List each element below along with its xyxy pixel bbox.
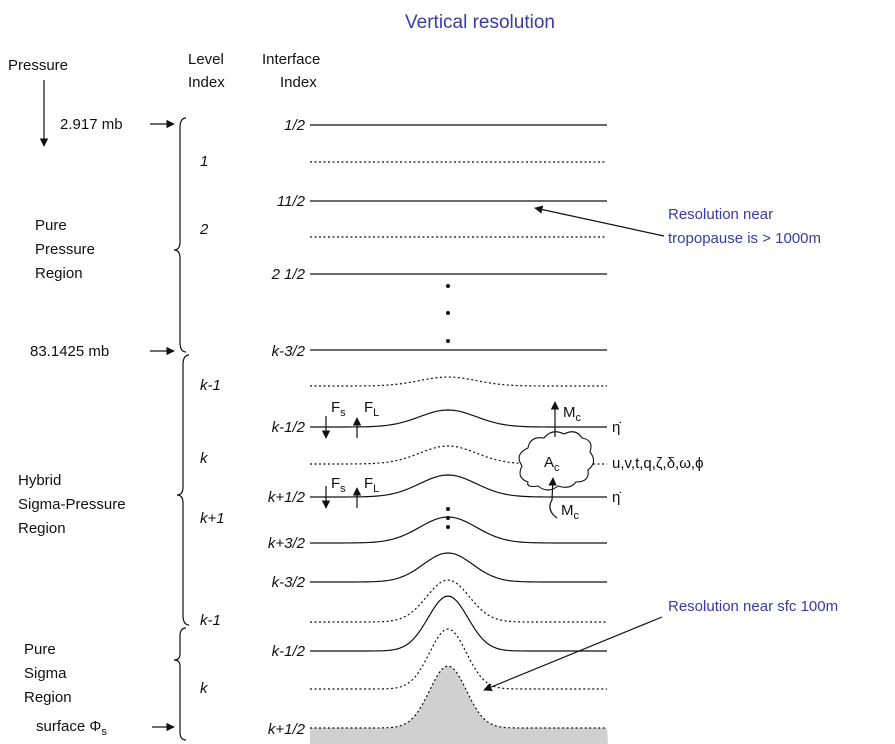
interface-index: k-1/2 xyxy=(272,643,306,660)
half-level-line xyxy=(310,579,607,623)
level-index: k-1 xyxy=(200,377,221,394)
region-label: Region xyxy=(18,520,66,537)
interface-index: k-3/2 xyxy=(272,343,306,360)
region-label: Sigma-Pressure xyxy=(18,496,126,513)
symbol: Mc xyxy=(561,502,580,522)
interface-index: k-3/2 xyxy=(272,574,306,591)
level-index: k-1 xyxy=(200,612,221,629)
pressure-marker: 2.917 mb xyxy=(60,116,123,133)
title: Vertical resolution xyxy=(405,12,555,33)
pressure-marker: 83.1425 mb xyxy=(30,343,109,360)
header: Index xyxy=(188,74,225,91)
level-index: k xyxy=(200,450,209,467)
interface-index: k-1/2 xyxy=(272,419,306,436)
cloud xyxy=(518,431,595,491)
interface-index: 2 1/2 xyxy=(271,266,306,283)
symbol: Ac xyxy=(544,454,560,474)
interface-line xyxy=(310,552,607,583)
flux-label: Fs xyxy=(331,399,346,419)
symbol: u,v,t,q,ζ,δ,ω,ϕ xyxy=(612,455,704,472)
symbol: η̇ xyxy=(612,419,621,436)
interface-index: 1/2 xyxy=(284,117,306,134)
interface-index: k+1/2 xyxy=(268,489,306,506)
flux-label: FL xyxy=(364,475,379,495)
interface-index: k+1/2 xyxy=(268,721,306,738)
annotation: Resolution near xyxy=(668,206,773,223)
header: Pressure xyxy=(8,57,68,74)
surface-marker: surface Φs xyxy=(36,718,107,738)
level-index: k xyxy=(200,680,209,697)
region-label: Pure xyxy=(24,641,56,658)
interface-line xyxy=(310,516,607,544)
symbol: Mc xyxy=(563,404,582,424)
level-index: k+1 xyxy=(200,510,225,527)
header: Interface xyxy=(262,51,320,68)
braces xyxy=(173,117,190,741)
interface-line xyxy=(310,409,607,428)
region-label: Region xyxy=(35,265,83,282)
annotation: Resolution near sfc 100m xyxy=(668,598,838,615)
ellipsis xyxy=(446,284,450,529)
region-label: Region xyxy=(24,689,72,706)
surface xyxy=(310,666,608,744)
interface-index: k+3/2 xyxy=(268,535,306,552)
annotation: tropopause is > 1000m xyxy=(668,230,821,247)
half-level-line xyxy=(310,376,607,387)
arrow xyxy=(534,205,665,237)
region-label: Sigma xyxy=(24,665,67,682)
fluxes xyxy=(321,416,362,509)
arrow xyxy=(483,616,663,692)
flux-label: Fs xyxy=(331,475,346,495)
region-label: Hybrid xyxy=(18,472,61,489)
interface-line xyxy=(310,595,607,652)
arrow xyxy=(548,477,558,519)
header: Level xyxy=(188,51,224,68)
interface-line xyxy=(310,474,607,498)
interface-index: 11/2 xyxy=(277,193,306,210)
flux-label: FL xyxy=(364,399,379,419)
half-level-line xyxy=(310,628,607,690)
levels xyxy=(310,124,608,744)
header: Index xyxy=(280,74,317,91)
region-label: Pure xyxy=(35,217,67,234)
region-label: Pressure xyxy=(35,241,95,258)
level-index: 1 xyxy=(200,153,208,170)
level-index: 2 xyxy=(199,221,209,238)
symbol: η̇ xyxy=(612,489,621,506)
